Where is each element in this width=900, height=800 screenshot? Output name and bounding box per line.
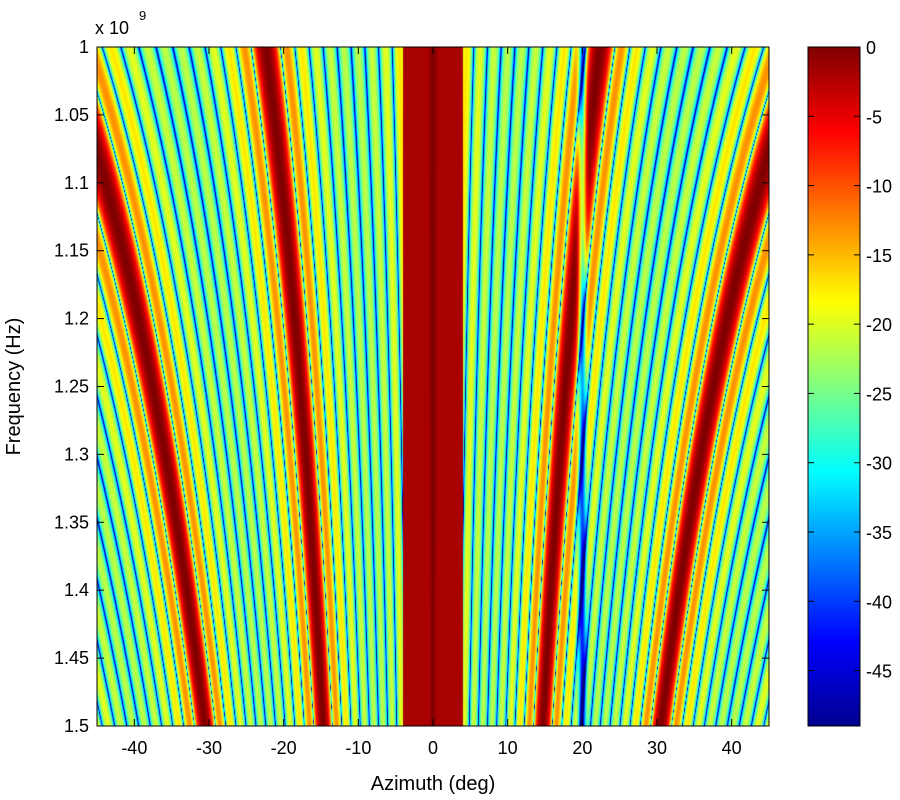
y-tick-label: 1.5 — [64, 716, 89, 736]
x-tick-label: -30 — [196, 738, 222, 758]
heatmap-image — [97, 47, 769, 726]
colorbar-gradient — [808, 47, 860, 726]
y-tick-label: 1 — [79, 37, 89, 57]
y-tick-label: 1.05 — [54, 105, 89, 125]
colorbar: 0 -5 -10 -15 -20 -25 -30 -35 -40 -45 — [807, 38, 892, 727]
colorbar-tick-label: -10 — [866, 177, 892, 197]
y-axis: 1 1.05 1.1 1.15 1.2 1.25 1.3 1.35 1.4 1.45 1.5 — [54, 37, 769, 736]
colorbar-tick-label: -40 — [866, 592, 892, 612]
y-exponent-power: 9 — [139, 8, 146, 23]
x-tick-label: -10 — [345, 738, 371, 758]
y-tick-label: 1.15 — [54, 241, 89, 261]
y-tick-label: 1.45 — [54, 648, 89, 668]
colorbar-tick-label: -45 — [866, 662, 892, 682]
y-axis-title: Frequency (Hz) — [3, 318, 25, 456]
colorbar-tick-label: -15 — [866, 246, 892, 266]
colorbar-frame — [807, 46, 861, 727]
y-tick-label: 1.2 — [64, 309, 89, 329]
y-tick-label: 1.3 — [64, 444, 89, 464]
y-tick-label: 1.4 — [64, 580, 89, 600]
x-axis-title: Azimuth (deg) — [371, 773, 496, 795]
colorbar-tick-label: -25 — [866, 384, 892, 404]
x-tick-label: 0 — [428, 738, 438, 758]
colorbar-tick-label: -35 — [866, 523, 892, 543]
y-tick-label: 1.35 — [54, 512, 89, 532]
x-axis: -40 -30 -20 -10 0 10 20 30 40 — [121, 47, 742, 758]
x-tick-label: -20 — [271, 738, 297, 758]
y-tick-label: 1.1 — [64, 173, 89, 193]
y-exponent-label: x 10 — [95, 18, 129, 38]
x-tick-label: 30 — [647, 738, 667, 758]
heatmap-raster — [97, 47, 769, 726]
x-tick-label: 40 — [722, 738, 742, 758]
colorbar-tick-label: 0 — [866, 38, 876, 58]
colorbar-tick-label: -30 — [866, 454, 892, 474]
x-tick-label: 20 — [572, 738, 592, 758]
x-tick-label: -40 — [121, 738, 147, 758]
x-tick-label: 10 — [498, 738, 518, 758]
colorbar-tick-label: -20 — [866, 315, 892, 335]
colorbar-tick-label: -5 — [866, 107, 882, 127]
y-tick-label: 1.25 — [54, 377, 89, 397]
